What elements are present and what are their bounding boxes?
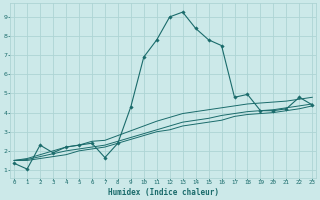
X-axis label: Humidex (Indice chaleur): Humidex (Indice chaleur) — [108, 188, 219, 197]
